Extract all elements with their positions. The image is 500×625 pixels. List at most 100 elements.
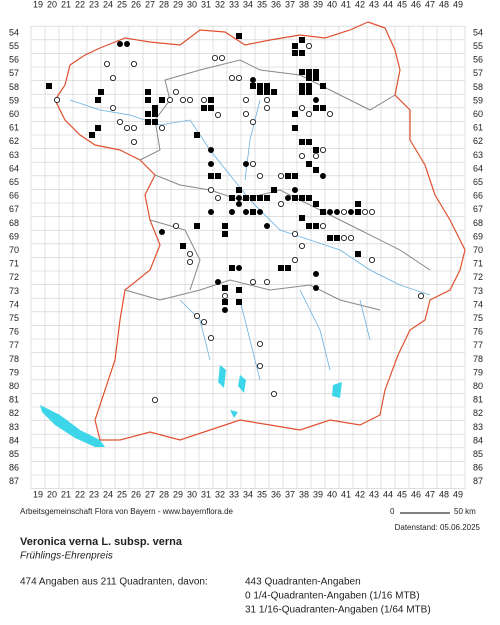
dot-square (208, 173, 214, 179)
dot-filled (284, 194, 291, 201)
dot-square (152, 105, 158, 111)
y-label: 66 (473, 191, 483, 201)
dot-filled (207, 160, 214, 167)
dot-open (340, 208, 347, 215)
y-label: 61 (473, 123, 483, 133)
dot-filled (124, 41, 131, 48)
y-label: 56 (9, 55, 19, 65)
y-label: 69 (9, 231, 19, 241)
y-label: 63 (473, 150, 483, 160)
x-label: 36 (271, 489, 281, 499)
y-label: 77 (473, 340, 483, 350)
dot-open (207, 186, 214, 193)
dot-square (306, 83, 312, 89)
dot-filled (312, 97, 319, 104)
y-label: 59 (9, 95, 19, 105)
dot-square (250, 195, 256, 201)
y-label: 76 (9, 327, 19, 337)
x-label: 32 (215, 489, 225, 499)
dot-square (299, 195, 305, 201)
dot-square (271, 187, 277, 193)
y-label: 54 (9, 27, 19, 37)
x-label: 25 (117, 0, 127, 9)
x-label: 24 (103, 489, 113, 499)
dot-open (242, 97, 249, 104)
grid: 19 19 20 20 21 21 22 22 23 23 24 24 25 25 26 26 27 27 28 28… (9, 0, 483, 499)
dot-open (200, 318, 207, 325)
dot-square (159, 97, 165, 103)
dot-open (319, 146, 326, 153)
y-label: 55 (9, 41, 19, 51)
lakes (40, 365, 342, 447)
dot-square (89, 132, 95, 138)
dot-filled (312, 284, 319, 291)
dot-square (46, 83, 52, 89)
dot-square (236, 33, 242, 39)
x-label: 26 (131, 489, 141, 499)
x-label: 44 (383, 0, 393, 9)
occurrence-dots (46, 33, 424, 403)
y-label: 70 (9, 245, 19, 255)
dot-square (313, 69, 319, 75)
dot-open (277, 200, 284, 207)
dot-square (208, 97, 214, 103)
dot-square (98, 89, 104, 95)
dot-open (347, 234, 354, 241)
dot-open (242, 111, 249, 118)
x-label: 44 (383, 489, 393, 499)
dot-open (256, 340, 263, 347)
dot-open (361, 208, 368, 215)
dot-square (222, 285, 228, 291)
dot-square (236, 299, 242, 305)
x-label: 25 (117, 489, 127, 499)
dot-square (257, 195, 263, 201)
y-label: 82 (9, 408, 19, 418)
dot-open (417, 292, 424, 299)
y-label: 71 (9, 259, 19, 269)
x-label: 30 (187, 489, 197, 499)
dot-open (54, 97, 61, 104)
x-label: 49 (453, 0, 463, 9)
dot-open (186, 258, 193, 265)
dot-open (110, 75, 117, 82)
dot-open (305, 43, 312, 50)
y-label: 68 (9, 218, 19, 228)
region-borders (124, 59, 431, 311)
dot-square (299, 139, 305, 145)
dot-square (306, 69, 312, 75)
dot-filled (228, 208, 235, 215)
dot-open (368, 256, 375, 263)
dot-open (263, 278, 270, 285)
dot-filled (319, 172, 326, 179)
x-label: 22 (75, 0, 85, 9)
x-label: 37 (285, 0, 295, 9)
summary-line: 0 1/4-Quadranten-Angaben (1/16 MTB) (245, 591, 420, 602)
y-label: 86 (9, 463, 19, 473)
y-label: 67 (9, 204, 19, 214)
dot-open (186, 97, 193, 104)
x-label: 34 (243, 489, 253, 499)
dot-square (299, 69, 305, 75)
x-label: 20 (47, 489, 57, 499)
x-label: 48 (439, 489, 449, 499)
x-label: 33 (229, 489, 239, 499)
y-label: 65 (9, 177, 19, 187)
dot-filled (263, 222, 270, 229)
dot-open (249, 119, 256, 126)
bavaria-border (54, 21, 466, 441)
y-label: 85 (9, 449, 19, 459)
y-label: 78 (9, 354, 19, 364)
x-label: 43 (369, 489, 379, 499)
dot-filled (242, 208, 249, 215)
dot-open (117, 119, 124, 126)
x-label: 40 (327, 0, 337, 9)
dot-filled (235, 200, 242, 207)
y-label: 74 (473, 299, 483, 309)
dot-filled (214, 278, 221, 285)
dot-square (95, 97, 101, 103)
x-label: 27 (145, 0, 155, 9)
dot-square (299, 37, 305, 43)
dot-filled (312, 270, 319, 277)
dot-square (313, 147, 319, 153)
x-label: 29 (173, 489, 183, 499)
